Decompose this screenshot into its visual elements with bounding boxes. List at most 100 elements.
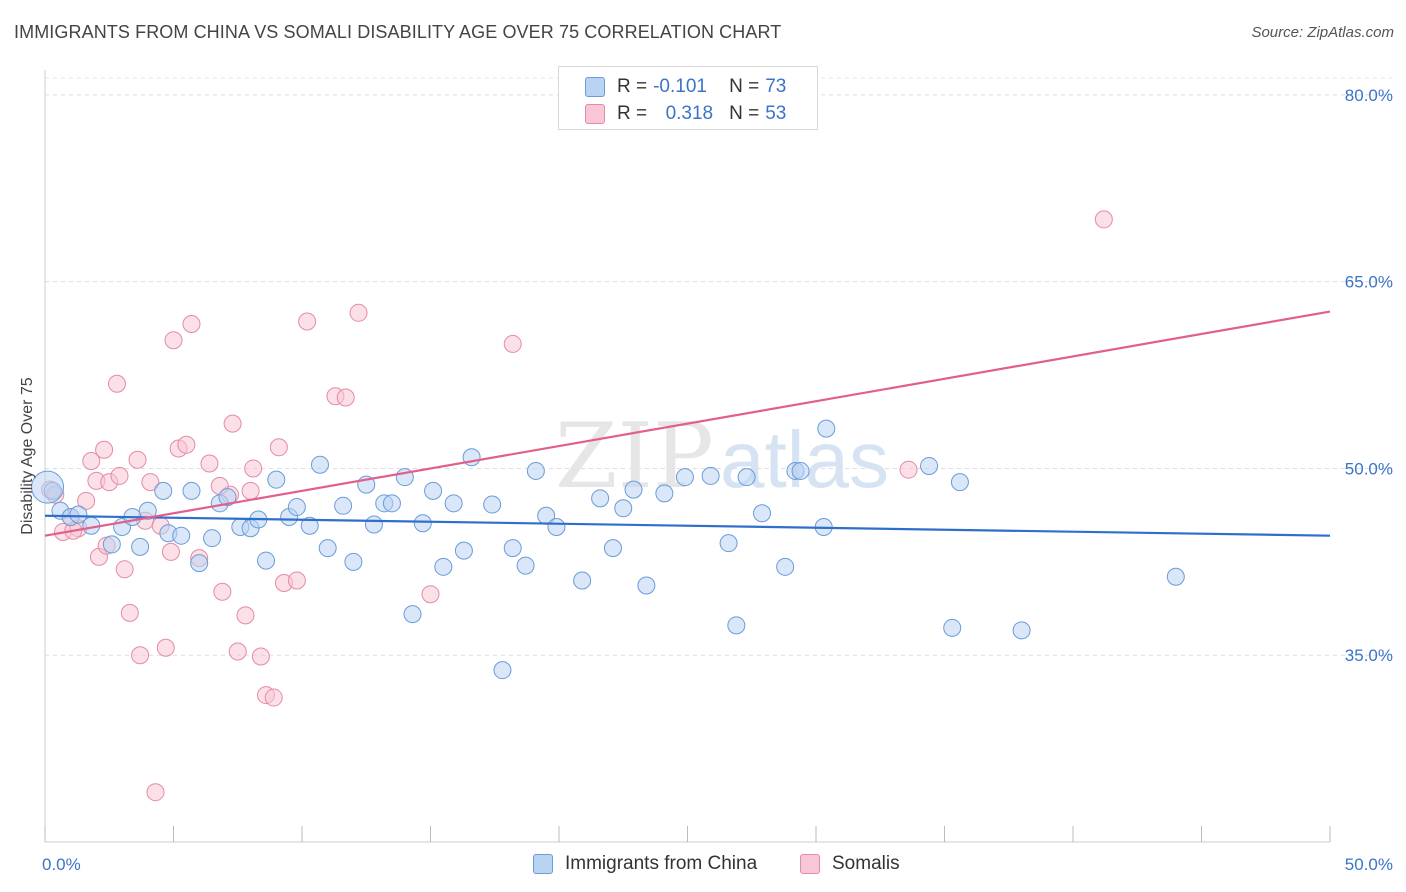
somali-point: [107, 374, 126, 393]
china-legend-label: Immigrants from China: [565, 853, 758, 874]
china-point: [776, 557, 795, 576]
china-point: [203, 529, 222, 548]
china-point: [727, 616, 746, 635]
somali-point: [503, 334, 522, 353]
china-point: [69, 505, 88, 524]
somali-n-label: N =: [729, 103, 760, 124]
somali-point: [298, 312, 317, 331]
china-point: [172, 526, 191, 545]
china-point: [791, 461, 810, 480]
somali-swatch: [585, 104, 605, 124]
china-point: [287, 498, 306, 517]
bottom-legend-china: Immigrants from China: [533, 850, 757, 878]
china-point: [413, 514, 432, 533]
china-point: [403, 605, 422, 624]
china-point: [182, 481, 201, 500]
somali-point: [146, 783, 165, 802]
china-point: [614, 499, 633, 518]
china-point: [267, 470, 286, 489]
china-point: [334, 496, 353, 515]
somali-point: [182, 315, 201, 334]
bottom-legend-somali: Somalis: [800, 850, 900, 878]
trend-lines: [44, 310, 1331, 537]
somali-point: [336, 388, 355, 407]
china-point: [817, 419, 836, 438]
chart-title: IMMIGRANTS FROM CHINA VS SOMALI DISABILI…: [14, 22, 782, 42]
china-point: [655, 484, 674, 503]
source-label: Source: ZipAtlas.com: [1251, 24, 1394, 41]
somali-point: [95, 440, 114, 459]
china-point: [300, 516, 319, 535]
somali-point: [82, 451, 101, 470]
china-point: [483, 495, 502, 514]
china-trend-line: [44, 514, 1331, 537]
y-tick-label: 35.0%: [1345, 646, 1393, 665]
china-point: [138, 501, 157, 520]
china-point: [434, 557, 453, 576]
china-point: [424, 481, 443, 500]
somali-point: [421, 585, 440, 604]
china-point: [257, 551, 276, 570]
china-point: [573, 571, 592, 590]
somali-point: [236, 606, 255, 625]
somali-point: [251, 647, 270, 666]
china-point: [190, 554, 209, 573]
china-r-label: R =: [617, 76, 648, 97]
china-point: [131, 537, 150, 556]
china-point: [318, 539, 337, 558]
china-point: [737, 468, 756, 487]
somali-point: [264, 688, 283, 707]
china-point: [444, 494, 463, 513]
china-point: [637, 576, 656, 595]
china-point: [719, 534, 738, 553]
y-tick-label: 65.0%: [1345, 273, 1393, 292]
china-point: [547, 517, 566, 536]
somali-r-label: R =: [617, 103, 648, 124]
china-point: [920, 456, 939, 475]
china-point: [516, 556, 535, 575]
china-point: [1012, 621, 1031, 640]
x-tick-label: 0.0%: [42, 855, 81, 874]
china-point: [382, 494, 401, 513]
china-point: [624, 480, 643, 499]
china-swatch: [585, 77, 605, 97]
somali-point: [213, 582, 232, 601]
somali-point: [77, 491, 96, 510]
china-n-label: N =: [729, 76, 760, 97]
china-point: [154, 481, 173, 500]
china-point: [31, 470, 65, 504]
china-point: [753, 504, 772, 523]
somali-point: [899, 460, 918, 479]
legend-row-somali: R = 0.318 N = 53: [585, 100, 786, 128]
somali-legend-swatch: [800, 854, 820, 874]
somali-point: [1094, 210, 1113, 229]
somali-point: [164, 331, 183, 350]
legend-row-china: R = -0.101 N = 73: [585, 73, 786, 101]
y-axis-title: Disability Age Over 75: [19, 377, 36, 535]
somali-point: [156, 638, 175, 657]
china-point: [1166, 567, 1185, 586]
china-point: [503, 539, 522, 558]
china-point: [943, 618, 962, 637]
somali-point: [200, 454, 219, 473]
correlation-legend: R = -0.101 N = 73 R = 0.318 N = 53: [558, 66, 818, 130]
x-tick-label: 50.0%: [1345, 855, 1393, 874]
somali-point: [177, 435, 196, 454]
somali-point: [110, 466, 129, 485]
china-point: [454, 541, 473, 560]
grid-lines: [45, 77, 1392, 656]
china-point: [102, 535, 121, 554]
somali-point: [120, 603, 139, 622]
china-point: [675, 468, 694, 487]
china-point: [493, 661, 512, 680]
somali-point: [141, 473, 160, 492]
somali-point: [244, 459, 263, 478]
china-point: [591, 489, 610, 508]
somali-point: [115, 560, 134, 579]
somali-legend-label: Somalis: [832, 853, 900, 874]
tick-labels: 35.0% 50.0% 65.0% 80.0% 0.0% 50.0%: [42, 86, 1393, 874]
axes: [44, 70, 1331, 843]
y-tick-label: 50.0%: [1345, 459, 1393, 478]
somali-n-value: 53: [765, 103, 787, 124]
